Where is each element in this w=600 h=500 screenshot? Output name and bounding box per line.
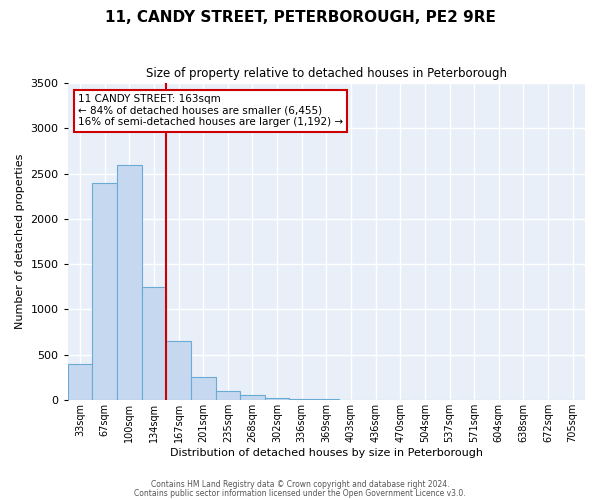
- Title: Size of property relative to detached houses in Peterborough: Size of property relative to detached ho…: [146, 68, 507, 80]
- Bar: [68, 364, 92, 400]
- Bar: [240, 396, 265, 400]
- Text: Contains public sector information licensed under the Open Government Licence v3: Contains public sector information licen…: [134, 489, 466, 498]
- Bar: [191, 377, 215, 400]
- Bar: [215, 390, 240, 400]
- Text: 11 CANDY STREET: 163sqm
← 84% of detached houses are smaller (6,455)
16% of semi: 11 CANDY STREET: 163sqm ← 84% of detache…: [78, 94, 343, 128]
- Text: Contains HM Land Registry data © Crown copyright and database right 2024.: Contains HM Land Registry data © Crown c…: [151, 480, 449, 489]
- Bar: [265, 398, 289, 400]
- Y-axis label: Number of detached properties: Number of detached properties: [15, 154, 25, 329]
- Bar: [142, 286, 166, 400]
- Bar: [166, 341, 191, 400]
- Bar: [289, 399, 314, 400]
- X-axis label: Distribution of detached houses by size in Peterborough: Distribution of detached houses by size …: [170, 448, 483, 458]
- Bar: [117, 164, 142, 400]
- Text: 11, CANDY STREET, PETERBOROUGH, PE2 9RE: 11, CANDY STREET, PETERBOROUGH, PE2 9RE: [104, 10, 496, 25]
- Bar: [92, 182, 117, 400]
